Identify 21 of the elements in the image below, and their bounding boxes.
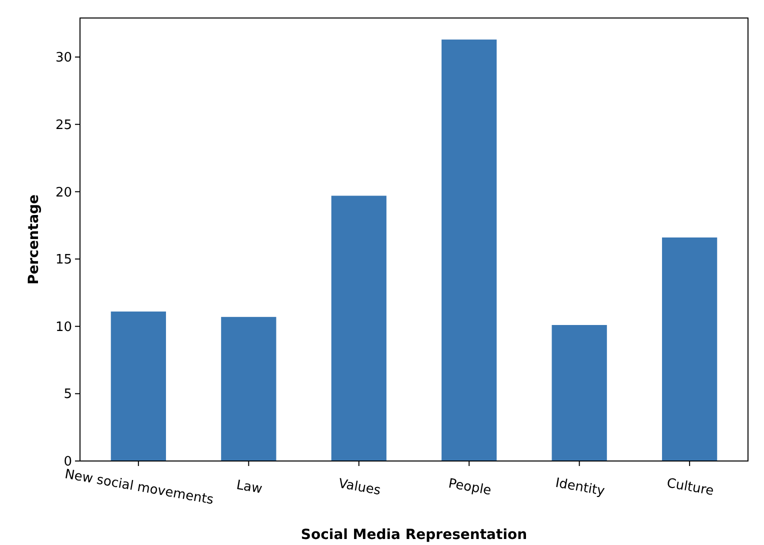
x-tick-label: New social movements [63,467,215,508]
y-tick-label: 20 [55,185,72,200]
x-axis-title: Social Media Representation [300,527,528,543]
y-tick-label: 5 [64,387,72,402]
x-tick-label: Culture [666,476,715,500]
y-axis-title: Percentage [26,194,42,285]
x-tick-label: People [447,476,492,499]
x-tick-label: Law [235,478,264,498]
y-tick-label: 10 [55,320,72,335]
y-tick-label: 15 [55,252,72,268]
y-tick-label: 25 [55,118,72,133]
bar [331,196,386,461]
bar [110,312,166,461]
x-tick-label: Values [337,476,382,499]
bar [662,237,718,461]
y-tick-label: 0 [64,454,72,470]
x-tick-label: Identity [554,476,606,500]
bar [442,40,497,461]
bar [221,316,276,461]
y-tick-label: 30 [55,50,72,66]
bar [552,325,607,461]
